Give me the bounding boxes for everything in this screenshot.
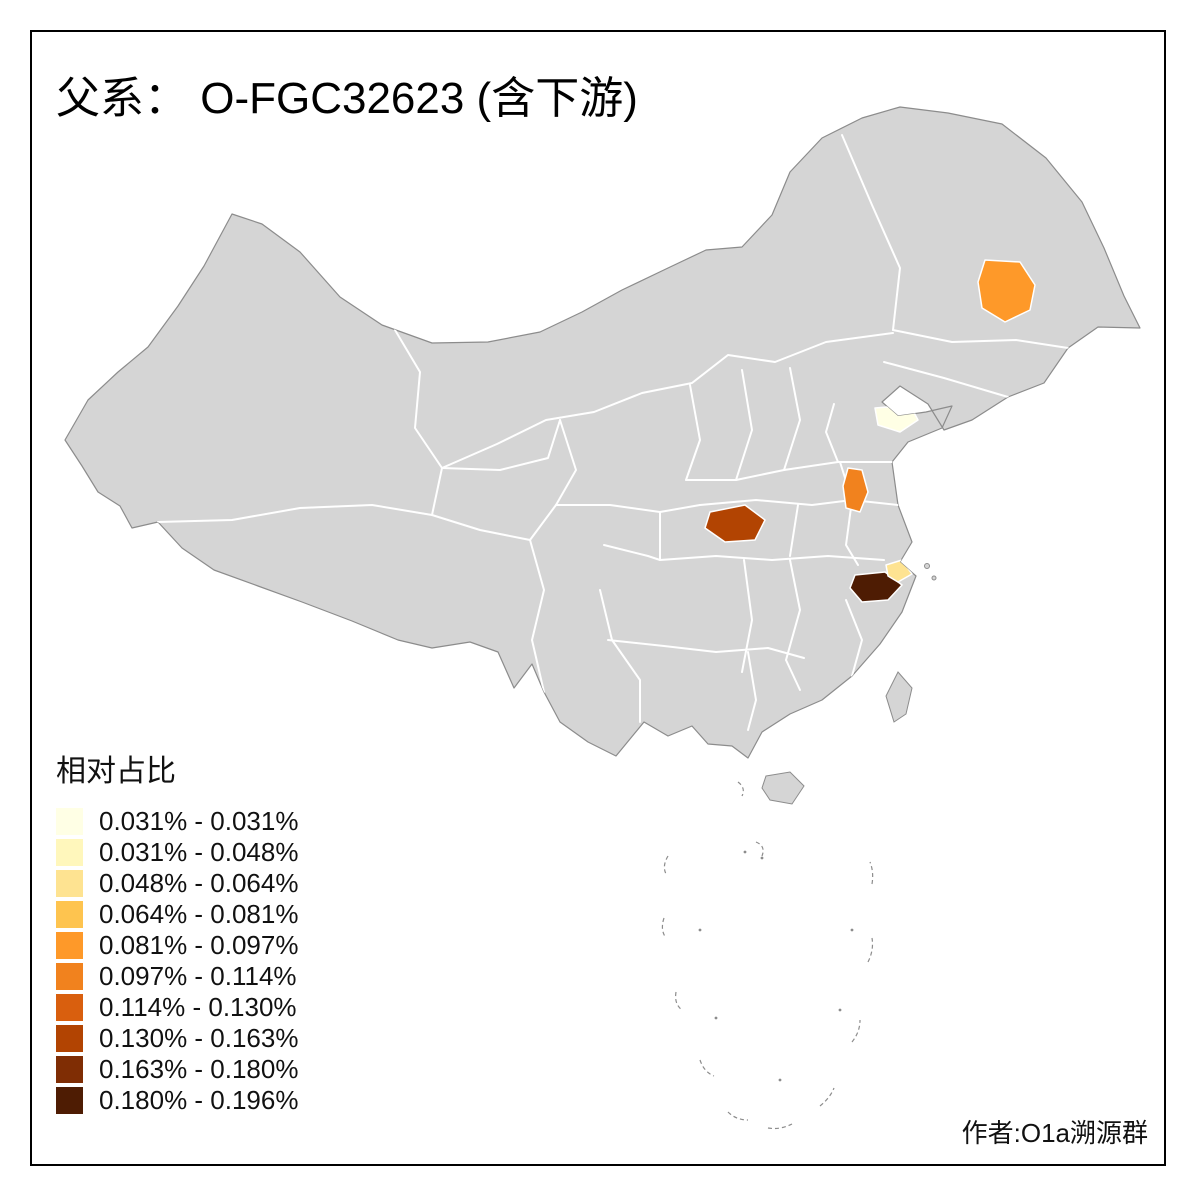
legend-item: 0.031% - 0.048% [56, 837, 298, 868]
author-credit: 作者:O1a溯源群 [961, 1118, 1148, 1148]
legend-label: 0.180% - 0.196% [99, 1085, 299, 1115]
coastal-islet [931, 575, 937, 581]
islet-dot [838, 1008, 842, 1012]
legend-swatch [56, 901, 83, 928]
islet-dot [698, 928, 702, 932]
legend-item: 0.097% - 0.114% [56, 961, 298, 992]
legend-item: 0.163% - 0.180% [56, 1054, 298, 1085]
islet-dot [778, 1078, 782, 1082]
legend-item: 0.081% - 0.097% [56, 930, 298, 961]
islet-dot [850, 928, 854, 932]
legend-label: 0.081% - 0.097% [99, 930, 299, 960]
legend-swatch [56, 1056, 83, 1083]
legend-swatch [56, 932, 83, 959]
highlighted-regions [704, 259, 1036, 603]
islet-dot [743, 850, 747, 854]
page-title: 父系： O-FGC32623 (含下游) [56, 74, 638, 123]
legend-swatch [56, 963, 83, 990]
legend-label: 0.048% - 0.064% [99, 868, 299, 898]
province-borders [157, 134, 1069, 731]
legend-item: 0.048% - 0.064% [56, 868, 298, 899]
legend-label: 0.064% - 0.081% [99, 899, 299, 929]
islet-dot [714, 1016, 718, 1020]
legend-label: 0.163% - 0.180% [99, 1054, 299, 1084]
legend-label: 0.031% - 0.031% [99, 806, 299, 836]
legend-label: 0.097% - 0.114% [99, 961, 297, 991]
coastal-islet [924, 563, 930, 569]
legend-label: 0.031% - 0.048% [99, 837, 299, 867]
sea-dash-lines [661, 781, 874, 1130]
legend-swatch [56, 1087, 83, 1114]
legend-item: 0.064% - 0.081% [56, 899, 298, 930]
legend-item: 0.114% - 0.130% [56, 992, 298, 1023]
legend-item: 0.180% - 0.196% [56, 1085, 298, 1116]
northeast-highlight [977, 259, 1036, 323]
taiwan-island [885, 671, 913, 723]
legend-swatch [56, 839, 83, 866]
legend-label: 0.130% - 0.163% [99, 1023, 299, 1053]
legend-item: 0.031% - 0.031% [56, 806, 298, 837]
hubei-highlight [704, 504, 766, 543]
legend: 相对占比 0.031% - 0.031% 0.031% - 0.048% 0.048… [56, 746, 298, 1116]
mainland-outline [64, 106, 1141, 759]
legend-swatch [56, 870, 83, 897]
legend-swatch [56, 808, 83, 835]
islet-dot [760, 856, 764, 860]
legend-list: 0.031% - 0.031% 0.031% - 0.048% 0.048% - 0… [56, 806, 298, 1116]
hainan-island [761, 771, 805, 805]
jiangsu-highlight [842, 467, 869, 513]
legend-item: 0.130% - 0.163% [56, 1023, 298, 1054]
legend-title: 相对占比 [56, 755, 176, 788]
legend-swatch [56, 1025, 83, 1052]
zhejiang-dark-highlight [849, 571, 903, 603]
legend-swatch [56, 994, 83, 1021]
legend-label: 0.114% - 0.130% [99, 992, 297, 1022]
